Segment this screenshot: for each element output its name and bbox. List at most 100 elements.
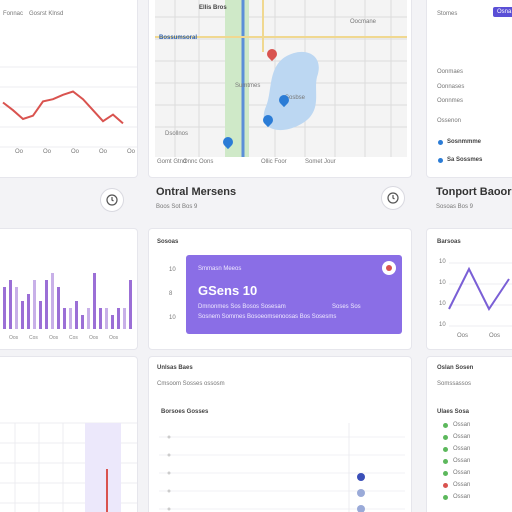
right-y-tick-3: 10 — [439, 301, 446, 307]
right-y-tick-1: 10 — [439, 259, 446, 265]
status-dot — [443, 435, 448, 440]
bar-chart-x-tick: Oos — [89, 335, 99, 341]
bar — [21, 301, 24, 329]
purple-top-label: Smmasn Meeos — [198, 266, 242, 272]
axis-dot — [167, 471, 171, 475]
bottom-mid-card: Unlsas Baes Cmsoom Sosses ossosm Borsoes… — [148, 356, 412, 512]
right-list-dot-2 — [438, 158, 443, 163]
status-label: Ossan — [453, 422, 471, 428]
right-item-2: Oonnases — [437, 84, 465, 90]
bar — [87, 308, 90, 329]
status-dot — [443, 447, 448, 452]
line-chart-top-series — [2, 90, 124, 125]
ontral-timer-button[interactable] — [381, 186, 405, 210]
map-footer-3: Ollic Foor — [261, 159, 287, 165]
line-chart-right — [448, 262, 512, 327]
bar-chart-x-tick: Oos — [49, 335, 59, 341]
scatter-point[interactable] — [357, 489, 365, 497]
right-list-label-2[interactable]: Sa Sossmes — [447, 157, 483, 163]
top-label-b: Gosrst Klnsd — [29, 11, 64, 17]
tonport-header: Tonport Baoor Sosoas Bos 9 — [436, 186, 512, 210]
status-label: Ossan — [453, 494, 471, 500]
center-panel: Sosoas 10 8 10 Smmasn Meeos GSens 10 Dmn… — [148, 228, 412, 350]
bar — [75, 301, 78, 329]
bottom-right-title: Oslan Sosen — [437, 365, 474, 371]
center-row-label-2: 8 — [169, 291, 173, 297]
map-footer-2: Onnc Oons — [183, 159, 214, 165]
center-row-label-3: 10 — [169, 315, 176, 321]
status-label: Ossan — [453, 434, 471, 440]
clock-icon — [387, 192, 399, 204]
bar — [15, 287, 18, 329]
bar-chart-x-tick: Oos — [109, 335, 119, 341]
bottom-right-card: Oslan Sosen Somssassos Ulaes Sosa Ossan O… — [426, 356, 512, 512]
status-dot — [443, 471, 448, 476]
bottom-mid-title: Unlsas Baes — [157, 365, 193, 371]
bar — [105, 308, 108, 329]
purple-badge-icon[interactable] — [382, 261, 396, 275]
bar — [39, 301, 42, 329]
right-badge[interactable]: Osna — [493, 7, 512, 17]
ontral-subtitle: Boos Sot Bos 9 — [156, 204, 198, 210]
bar — [99, 308, 102, 329]
right-y-tick-4: 10 — [439, 322, 446, 328]
bottom-left-card — [0, 356, 138, 512]
bar-chart-card: Oos Cos Oos Cos Oos Oos — [0, 228, 138, 350]
bar — [45, 280, 48, 329]
right-item-4: Ossenon — [437, 118, 462, 124]
bottom-grid — [0, 422, 137, 512]
right-panel: Stomes Osna Oonmaes Oonnases Oonnmes Oss… — [426, 0, 512, 178]
purple-card[interactable]: Smmasn Meeos GSens 10 Dmnonmes Sos Bosos… — [186, 255, 402, 334]
center-heading: Sosoas — [157, 239, 179, 245]
purple-line2: Sosnem Sommes Bosoeomsenoosas Bos Sosesm… — [198, 314, 337, 320]
bottom-right-section: Ulaes Sosa — [437, 409, 470, 415]
timer-button[interactable] — [100, 188, 124, 212]
scatter-point[interactable] — [357, 505, 365, 512]
bottom-mid-subtitle: Cmsoom Sosses ossosm — [157, 381, 225, 387]
bar — [129, 280, 132, 329]
map-footer-1: Gomt Gtnd — [157, 159, 187, 165]
bar — [27, 294, 30, 329]
map-grid — [155, 0, 407, 157]
right-top-label: Stomes — [437, 11, 458, 17]
line-chart-top-x-tick: Oo — [43, 149, 52, 155]
status-dot — [443, 459, 448, 464]
bar — [51, 273, 54, 329]
line-chart-right-series — [448, 266, 510, 311]
status-label: Ossan — [453, 470, 471, 476]
axis-dot — [167, 507, 171, 511]
status-label: Ossan — [453, 482, 471, 488]
map-label-center: Sumtmes — [235, 83, 261, 89]
map-footer-4: Somet Jour — [305, 159, 336, 165]
top-label-a: Fonnac — [3, 11, 24, 17]
right-x-tick-2: Oos — [489, 333, 501, 339]
status-dot — [443, 423, 448, 428]
map-street-top: Ellis Bros — [199, 5, 227, 11]
bar — [93, 273, 96, 329]
right-list-label-1[interactable]: Sosnmmme — [447, 139, 482, 145]
right-list-dot-1 — [438, 140, 443, 145]
bar-chart-x-tick: Cos — [69, 335, 78, 341]
map-card: Ellis Bros Bossumsoral Sumtmes Oocmane S… — [148, 0, 412, 178]
ontral-header: Ontral Mersens Boos Sot Bos 9 — [156, 186, 236, 210]
bar-chart: Oos Cos Oos Cos Oos Oos — [3, 273, 132, 341]
purple-value: GSens 10 — [198, 283, 258, 298]
status-dot — [443, 483, 448, 488]
line-chart-top — [0, 66, 137, 148]
bar — [69, 308, 72, 329]
bottom-scatter — [159, 423, 405, 512]
map[interactable]: Ellis Bros Bossumsoral Sumtmes Oocmane S… — [155, 0, 407, 157]
bar — [117, 308, 120, 329]
axis-dot — [167, 453, 171, 457]
status-label: Ossan — [453, 458, 471, 464]
purple-line1: Dmnonmes Sos Bosos Sosesam — [198, 304, 286, 310]
scatter-point[interactable] — [357, 473, 365, 481]
tonport-title: Tonport Baoor — [436, 186, 512, 198]
axis-dot — [167, 435, 171, 439]
map-label-right-top: Oocmane — [350, 19, 377, 25]
bottom-right-subtitle: Somssassos — [437, 381, 472, 387]
map-label-bottom: Dsollnos — [165, 131, 189, 137]
axis-dot — [167, 489, 171, 493]
right-chart-card: Barsoas 10 10 10 10 Oos Oos — [426, 228, 512, 350]
clock-icon — [106, 194, 118, 206]
